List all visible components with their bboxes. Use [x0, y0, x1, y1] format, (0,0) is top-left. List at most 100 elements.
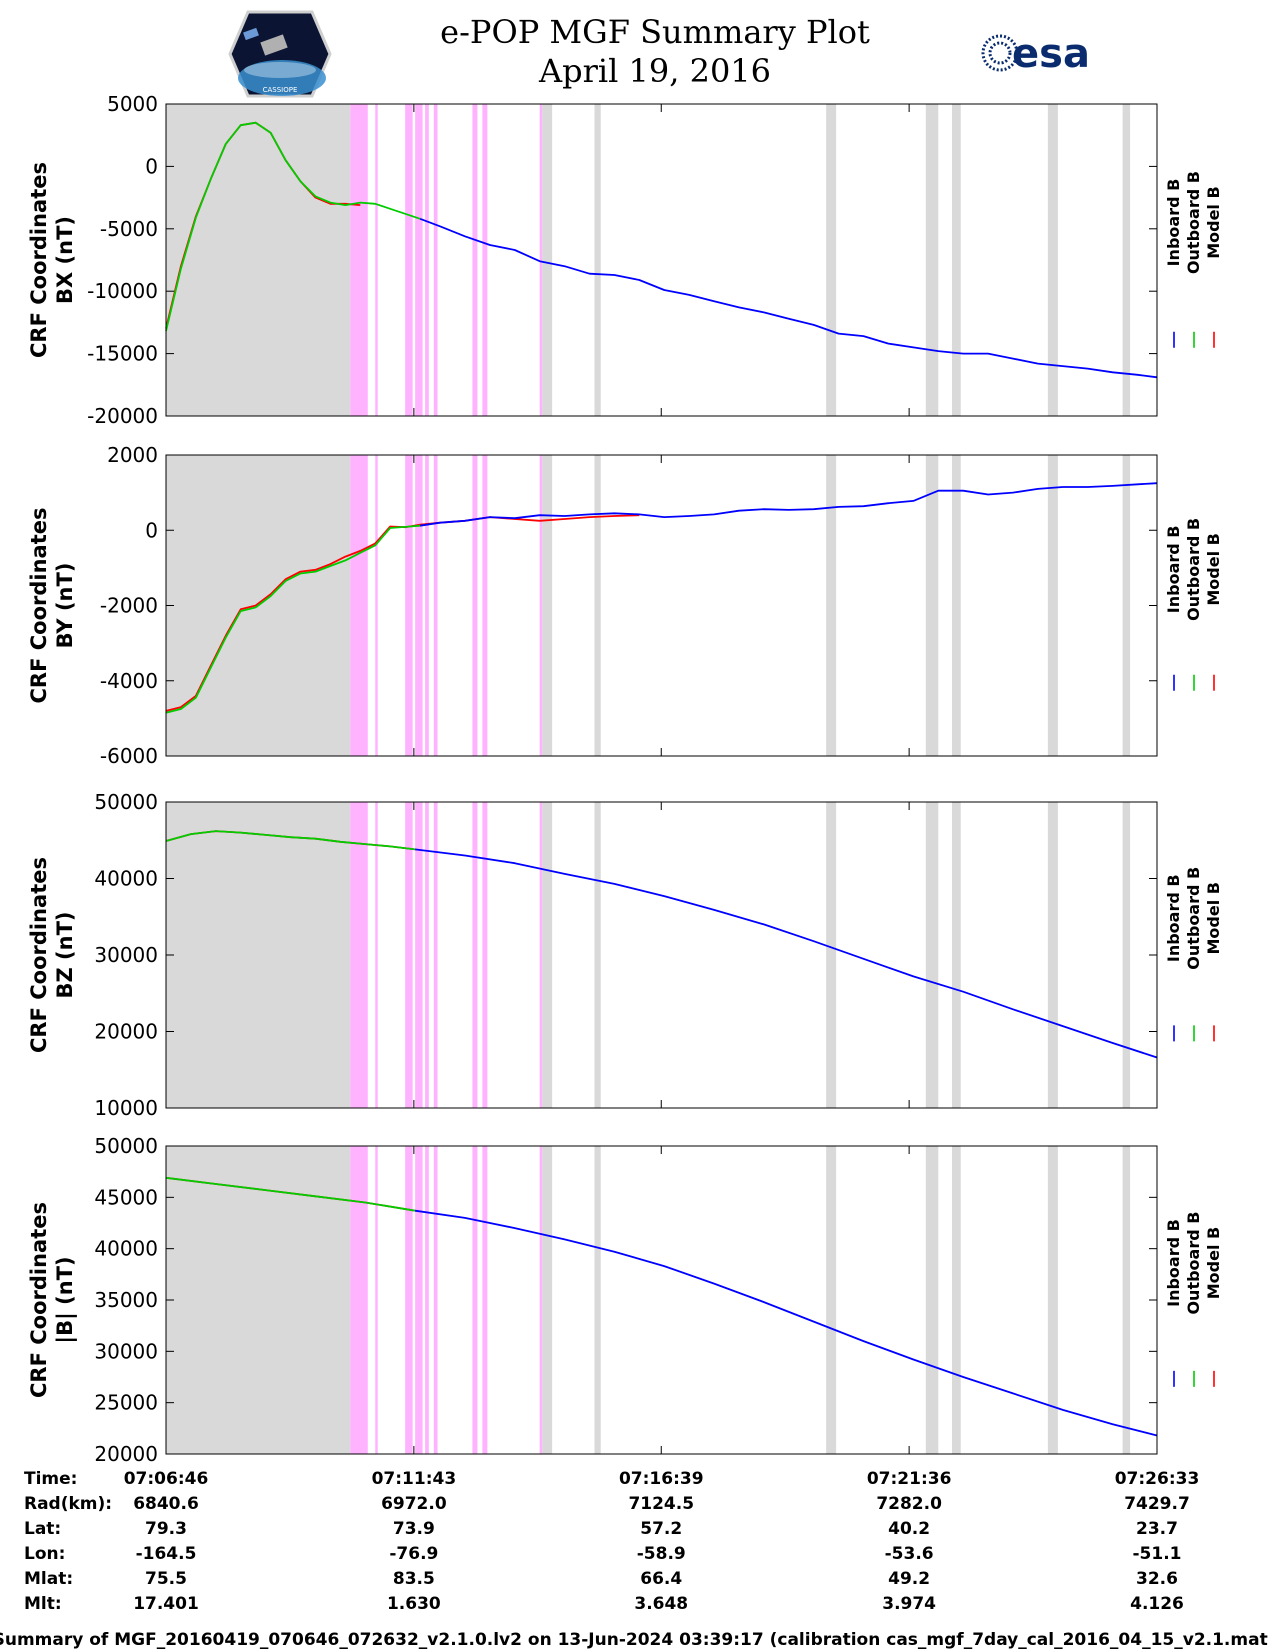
gray-band	[925, 802, 939, 1108]
y-axis-label-line1: CRF Coordinates	[27, 162, 51, 358]
y-tick-label: -5000	[100, 217, 158, 241]
panel-by: -6000 -4000 -2000 0 2000 CRF Coordinates BY (n…	[27, 443, 1223, 768]
series-line-outboard	[165, 524, 421, 714]
pink-band	[415, 802, 423, 1108]
gray-band	[594, 802, 601, 1108]
gray-band	[1047, 802, 1058, 1108]
series-line-inboard	[414, 848, 1158, 1059]
y-tick-label: 20000	[94, 1020, 158, 1044]
esa-logo: esa	[981, 31, 1090, 77]
y-axis-label-line1: CRF Coordinates	[27, 1202, 51, 1398]
pink-band	[405, 802, 413, 1108]
pink-band	[539, 104, 543, 416]
ephemeris-value: 6840.6	[133, 1494, 199, 1514]
ephemeris-value: 3.974	[882, 1594, 936, 1614]
ephemeris-value: 66.4	[640, 1569, 682, 1589]
pink-band	[433, 802, 438, 1108]
series-line-outboard	[165, 1176, 416, 1212]
ephemeris-table: Time: 07:06:46 07:11:43 07:16:39 07:21:36 07:…	[24, 1469, 1199, 1614]
pink-band	[415, 104, 423, 416]
ephemeris-value: 57.2	[640, 1519, 682, 1539]
y-tick-label: -2000	[100, 594, 158, 618]
ephemeris-row-label: Rad(km):	[24, 1494, 112, 1514]
ephemeris-row-label: Lon:	[24, 1544, 65, 1564]
gray-region	[166, 104, 351, 416]
pink-band	[433, 1146, 438, 1454]
gray-band	[925, 455, 939, 756]
ephemeris-value: 7429.7	[1124, 1494, 1190, 1514]
y-axis-label-line2: BZ (nT)	[53, 911, 77, 998]
pink-band	[375, 1146, 378, 1454]
pink-band	[472, 104, 478, 416]
pink-band	[425, 455, 429, 756]
legend-label-model: Model B	[1204, 533, 1223, 605]
cassiope-logo: CASSIOPE	[228, 10, 332, 98]
ephemeris-value: 75.5	[145, 1569, 187, 1589]
y-tick-label: -20000	[87, 404, 158, 428]
pink-band	[350, 455, 368, 756]
page-subtitle-date: April 19, 2016	[538, 52, 771, 90]
pink-band	[375, 104, 378, 416]
y-tick-label: 35000	[94, 1288, 158, 1312]
pink-band	[482, 1146, 488, 1454]
y-tick-label: -15000	[87, 342, 158, 366]
ephemeris-value: 7124.5	[628, 1494, 694, 1514]
pink-band	[375, 802, 378, 1108]
gray-band	[951, 802, 961, 1108]
ephemeris-row-label: Time:	[24, 1469, 77, 1489]
panel-bmag: 20000 25000 30000 35000 40000 45000 50000 CRF C…	[27, 1134, 1223, 1466]
y-tick-label: 30000	[94, 1339, 158, 1363]
pink-band	[425, 104, 429, 416]
ephemeris-row-label: Mlat:	[24, 1569, 73, 1589]
gray-band	[1122, 802, 1131, 1108]
series-line-inboard	[419, 217, 1158, 379]
y-tick-label: 5000	[107, 92, 158, 116]
gray-band	[542, 1146, 553, 1454]
legend-label-inboard: Inboard B	[1164, 874, 1183, 962]
gray-band	[826, 455, 837, 756]
pink-band	[350, 104, 368, 416]
ephemeris-value: -58.9	[637, 1544, 686, 1564]
ephemeris-value: 73.9	[393, 1519, 435, 1539]
ephemeris-value: 6972.0	[381, 1494, 447, 1514]
pink-band	[482, 802, 488, 1108]
y-tick-label: 50000	[94, 1134, 158, 1158]
ephemeris-value: 3.648	[634, 1594, 688, 1614]
legend-label-inboard: Inboard B	[1164, 1219, 1183, 1307]
legend-label-outboard: Outboard B	[1184, 1212, 1203, 1315]
y-axis-label-line2: BY (nT)	[53, 563, 77, 649]
ephemeris-value: 23.7	[1136, 1519, 1178, 1539]
gray-band	[951, 455, 961, 756]
ephemeris-value: 07:16:39	[619, 1469, 704, 1489]
y-axis-label-line2: |B| (nT)	[53, 1256, 78, 1343]
pink-band	[425, 1146, 429, 1454]
y-tick-label: 50000	[94, 790, 158, 814]
ephemeris-value: 7282.0	[876, 1494, 942, 1514]
logo-right-text: esa	[1012, 31, 1090, 77]
legend-label-inboard: Inboard B	[1164, 179, 1183, 267]
y-tick-label: 20000	[94, 1442, 158, 1466]
y-tick-label: 40000	[94, 1237, 158, 1261]
gray-band	[826, 1146, 837, 1454]
series-line-model	[165, 514, 640, 712]
gray-band	[925, 104, 939, 416]
ephemeris-value: 32.6	[1136, 1569, 1178, 1589]
pink-band	[472, 1146, 478, 1454]
legend-label-model: Model B	[1204, 1227, 1223, 1299]
pink-band	[539, 802, 543, 1108]
gray-band	[1122, 1146, 1131, 1454]
y-tick-label: 45000	[94, 1185, 158, 1209]
legend-label-outboard: Outboard B	[1184, 867, 1203, 970]
y-tick-label: 2000	[107, 443, 158, 467]
ephemeris-value: 40.2	[888, 1519, 930, 1539]
pink-band	[375, 455, 378, 756]
pink-band	[405, 104, 413, 416]
gray-band	[826, 802, 837, 1108]
legend-label-model: Model B	[1204, 186, 1223, 258]
series-line-outboard	[165, 830, 416, 851]
pink-band	[425, 802, 429, 1108]
y-tick-label: 0	[145, 518, 158, 542]
gray-band	[542, 104, 553, 416]
pink-band	[482, 104, 488, 416]
